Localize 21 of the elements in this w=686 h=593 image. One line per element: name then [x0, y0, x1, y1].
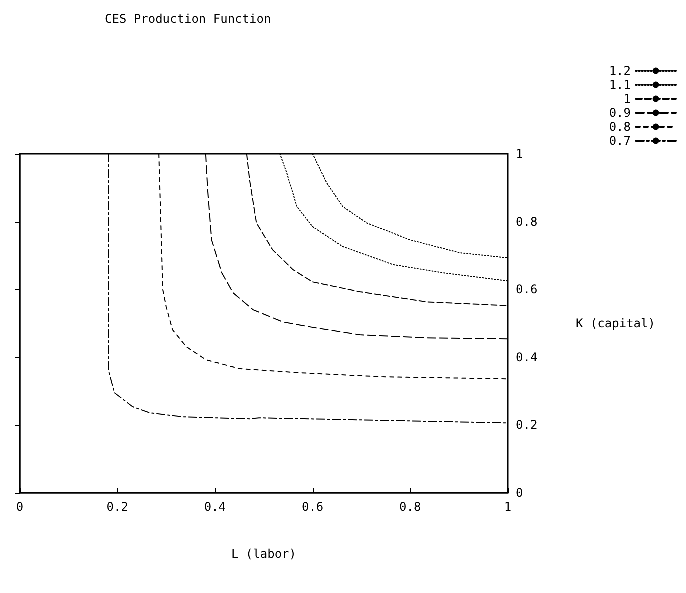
- y-tick-label: 0.8: [516, 214, 538, 229]
- legend-label: 1.1: [609, 78, 631, 92]
- legend-label: 1.2: [609, 64, 631, 78]
- x-tick-label: 0: [16, 500, 24, 514]
- y-tick-label: 0.4: [516, 350, 538, 364]
- legend-label: 1: [624, 92, 631, 106]
- x-tick-label: 0.8: [400, 500, 422, 514]
- legend-label: 0.8: [609, 120, 631, 134]
- legend-label: 0.7: [609, 134, 631, 148]
- x-tick-label: 1: [504, 500, 512, 514]
- y-tick-label: 0.2: [516, 418, 538, 432]
- x-tick-label: 0.6: [302, 500, 324, 514]
- x-tick-label: 0.2: [106, 500, 128, 514]
- x-tick-label: 0.4: [204, 500, 226, 514]
- y-tick-label: 0: [516, 486, 524, 500]
- x-axis-title: L (labor): [231, 547, 297, 561]
- y-tick-label: 1: [516, 147, 524, 161]
- y-tick-label: 0.6: [516, 282, 538, 297]
- chart-title: CES Production Function: [105, 12, 272, 26]
- legend-label: 0.9: [609, 106, 631, 120]
- y-axis-title: K (capital): [576, 316, 656, 330]
